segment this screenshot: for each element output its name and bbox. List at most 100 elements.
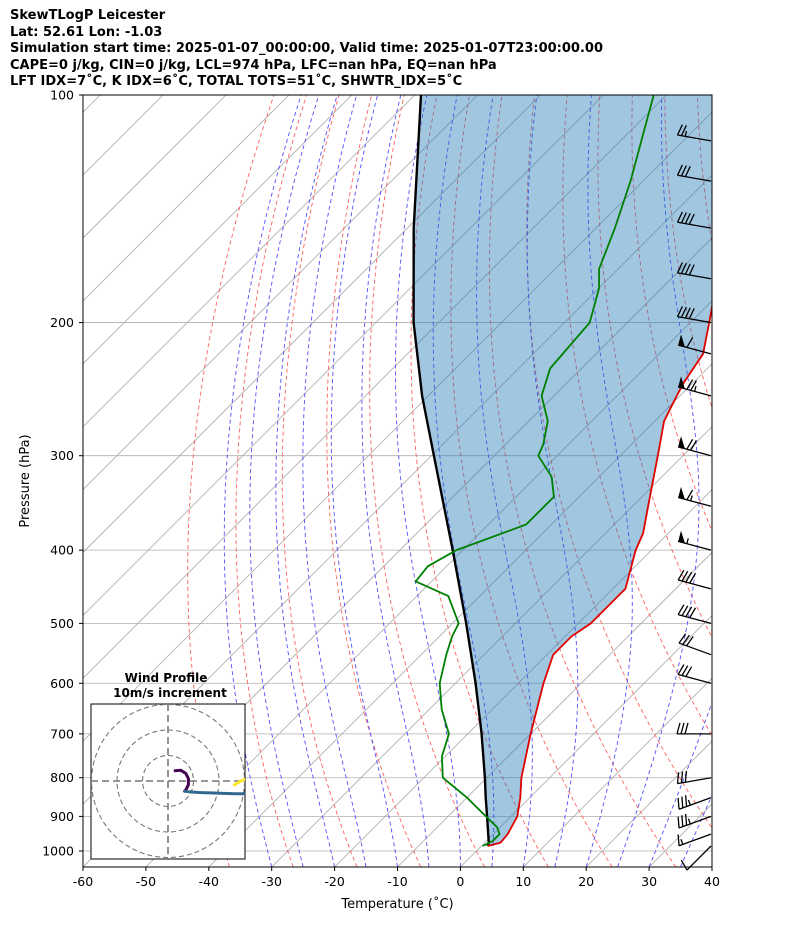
dry-adiabat (187, 95, 275, 867)
isotherm-line (83, 95, 478, 491)
barb-shaft (677, 496, 712, 507)
barb-flag (681, 665, 689, 676)
isotherm-line (83, 95, 667, 679)
barb-flag (677, 664, 685, 675)
wind-barbs (676, 124, 712, 871)
wind-barb (676, 164, 712, 182)
dry-adiabat (410, 95, 549, 867)
dewpoint-line (414, 95, 655, 847)
isotherm-line (711, 866, 712, 867)
x-tick-label: 30 (641, 874, 657, 889)
wind-barb (678, 633, 712, 656)
isotherm-line (83, 95, 353, 365)
dry-adiabat (326, 95, 422, 867)
barb-flag (681, 605, 689, 616)
y-tick-label: 1000 (42, 843, 74, 858)
barb-flag (684, 813, 688, 826)
wind-barb (677, 436, 712, 457)
wind-barb (677, 833, 712, 847)
barb-flag (681, 815, 684, 827)
isotherm-line (460, 614, 712, 867)
barb-pennant (678, 486, 685, 500)
barb-flag (677, 797, 680, 810)
chart-header: SkewTLogP Leicester Lat: 52.61 Lon: -1.0… (10, 8, 603, 91)
moist-adiabat (526, 95, 579, 867)
barb-flag (680, 212, 687, 224)
barb-flag (676, 772, 680, 784)
barb-flag (688, 308, 695, 320)
x-tick-label: -10 (387, 874, 407, 889)
cin-cape-shading (413, 95, 712, 846)
x-tick-label: 10 (515, 874, 531, 889)
y-tick-label: 300 (50, 448, 74, 463)
barb-shaft (678, 642, 712, 656)
barb-flag (685, 571, 693, 583)
y-axis: 100 200 300 400 500 600 700 800 900 1000 (42, 88, 83, 858)
barb-shaft (677, 316, 712, 324)
hodograph-subtitle: 10m/s increment (113, 686, 227, 700)
barb-shaft (677, 221, 712, 229)
location-line: Lat: 52.61 Lon: -1.03 (10, 24, 163, 40)
isotherm-line (83, 95, 415, 428)
x-tick-label: -20 (324, 874, 344, 889)
barb-flag (681, 570, 689, 582)
x-tick-label: 0 (456, 874, 464, 889)
barb-flag (686, 489, 694, 501)
moist-adiabat (249, 95, 320, 867)
hodograph-title: Wind Profile (125, 671, 208, 685)
barb-pennant (678, 334, 685, 347)
barb-flag (680, 859, 688, 871)
x-axis: -60 -50 -40 -30 -20 -10 0 10 20 30 40 (73, 867, 720, 889)
barb-flag (684, 307, 691, 319)
background-lines (83, 95, 794, 867)
y-tick-label: 200 (50, 315, 74, 330)
moist-adiabat (395, 95, 461, 867)
hodograph-plot (91, 704, 245, 859)
barb-flag (684, 166, 691, 177)
isotherm-line (83, 95, 227, 239)
y-tick-label: 900 (50, 809, 74, 824)
barb-flag (684, 213, 691, 224)
barb-flag (677, 569, 685, 581)
stability-line: LFT IDX=7˚C, K IDX=6˚C, TOTAL TOTS=51˚C,… (10, 74, 463, 89)
y-tick-label: 500 (50, 616, 74, 631)
chart-title: SkewTLogP Leicester (10, 8, 166, 23)
barb-flag (682, 634, 690, 645)
wind-barb (680, 845, 712, 871)
isotherm-line (334, 489, 712, 867)
barb-flag (686, 379, 694, 390)
barb-flag (690, 380, 698, 391)
barb-shaft (677, 613, 712, 625)
barb-shaft (677, 134, 712, 142)
x-tick-label: -30 (261, 874, 281, 889)
barb-shaft (678, 797, 712, 810)
barb-flag (680, 165, 687, 177)
barb-shaft (677, 386, 712, 397)
isotherm-line (83, 95, 604, 616)
x-tick-label: 20 (578, 874, 594, 889)
hodograph-trace (232, 777, 245, 787)
x-axis-label: Temperature (˚C) (340, 896, 453, 912)
wind-barb (677, 530, 712, 551)
barb-flag (684, 263, 691, 275)
time-line: Simulation start time: 2025-01-07_00:00:… (10, 41, 603, 56)
moist-adiabat (680, 794, 712, 867)
moist-adiabat (744, 95, 794, 867)
moist-adiabat (648, 701, 712, 867)
isotherm-line (83, 95, 290, 302)
dry-adiabat (235, 95, 307, 867)
y-tick-label: 400 (50, 543, 74, 558)
isotherm-line (523, 677, 712, 867)
moist-adiabat (476, 95, 533, 867)
barb-half-flag (687, 818, 691, 825)
wind-barb (677, 569, 712, 590)
temperature-line (487, 302, 712, 847)
barb-flag (676, 262, 683, 274)
isotherm-line (145, 300, 712, 867)
dry-adiabat (281, 95, 358, 867)
dry-adiabat (488, 95, 677, 867)
barb-flag (680, 262, 687, 274)
barb-flag (680, 125, 687, 136)
barb-flag (676, 211, 683, 223)
